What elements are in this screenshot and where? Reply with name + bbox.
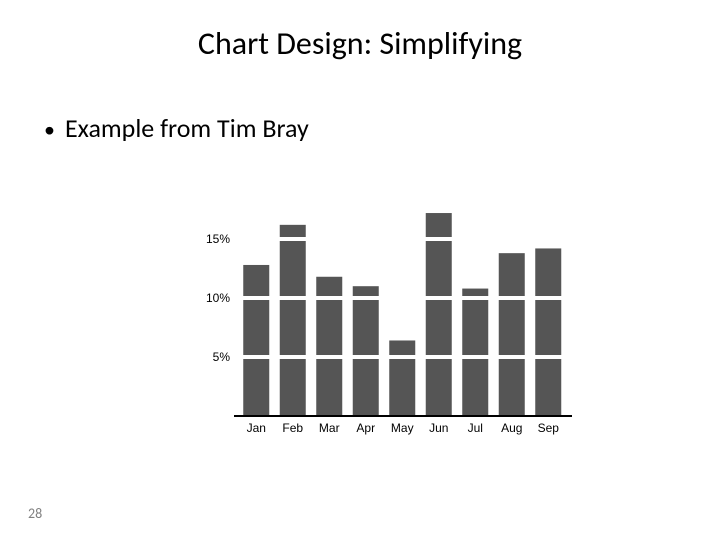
x-tick-label: Sep	[538, 421, 560, 435]
x-tick-label: Mar	[319, 421, 340, 435]
bullet-dot-icon: •	[44, 119, 55, 141]
bullet-item: • Example from Tim Bray	[44, 112, 309, 144]
bar-chart: 5% 10% 15% Jan Feb Mar Apr May Jun Jul Aug Sep	[196, 180, 572, 445]
bullet-text: Example from Tim Bray	[65, 112, 309, 144]
y-tick-label: 15%	[206, 232, 230, 246]
x-tick-label: Apr	[356, 421, 375, 435]
bar	[462, 289, 488, 416]
y-tick-label: 10%	[206, 291, 230, 305]
x-tick-label: May	[391, 421, 414, 435]
x-tick-label: Jun	[429, 421, 448, 435]
bar	[353, 286, 379, 416]
x-tick-label: Jan	[247, 421, 266, 435]
bar	[389, 340, 415, 416]
page-number: 28	[28, 505, 42, 522]
y-tick-label: 5%	[213, 350, 231, 364]
x-tick-label: Feb	[282, 421, 303, 435]
bar	[426, 213, 452, 416]
bar	[280, 225, 306, 416]
bar	[535, 248, 561, 416]
bar	[499, 253, 525, 416]
x-tick-label: Jul	[468, 421, 483, 435]
bar	[243, 265, 269, 416]
page-title: Chart Design: Simplifying	[0, 24, 720, 63]
x-tick-label: Aug	[501, 421, 522, 435]
